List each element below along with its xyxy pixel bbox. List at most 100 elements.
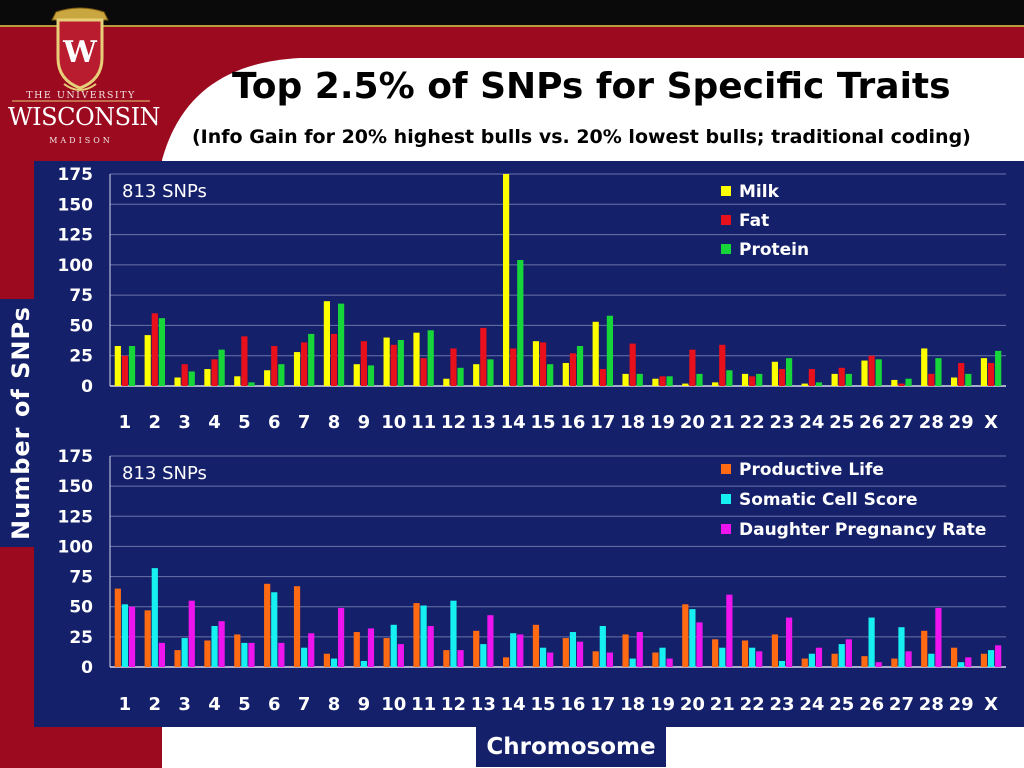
bar	[473, 630, 480, 667]
bar	[778, 660, 786, 667]
top-black-bar	[0, 0, 1024, 26]
bar	[539, 647, 547, 667]
bar	[271, 592, 278, 667]
bar	[413, 603, 420, 667]
y-tick-label: 75	[69, 286, 93, 306]
x-tick-label: 27	[889, 412, 914, 433]
bar	[487, 359, 494, 386]
y-tick-label: 100	[58, 256, 94, 276]
bar	[151, 568, 158, 667]
x-tick-label: 24	[799, 412, 824, 433]
x-tick-label: 5	[238, 694, 251, 715]
x-tick-label: 2	[149, 694, 162, 715]
bar	[264, 370, 271, 386]
bar	[383, 337, 390, 386]
bar	[875, 359, 882, 386]
bar	[689, 609, 696, 667]
bar	[517, 634, 524, 667]
bar	[181, 364, 188, 386]
bar	[891, 658, 898, 667]
x-tick-label: 1	[119, 694, 132, 715]
bar	[450, 600, 457, 667]
bar	[652, 378, 659, 386]
bar	[367, 365, 375, 386]
bar	[121, 355, 129, 386]
bar	[367, 628, 375, 667]
page-subtitle: (Info Gain for 20% highest bulls vs. 20%…	[192, 126, 971, 148]
bar	[771, 634, 778, 667]
y-tick-label: 125	[58, 507, 94, 527]
bar	[749, 376, 756, 386]
bar	[569, 632, 577, 667]
x-tick-label: 17	[590, 694, 615, 715]
snp-count-annotation: 813 SNPs	[122, 463, 207, 484]
bar	[293, 586, 301, 667]
bar	[928, 653, 935, 667]
bar	[845, 373, 852, 386]
y-tick-label: 175	[58, 165, 94, 185]
bar	[144, 610, 151, 667]
bar	[218, 621, 225, 667]
bar	[330, 333, 338, 386]
bar	[928, 373, 935, 386]
bar	[151, 313, 158, 386]
y-axis-title-box	[0, 299, 42, 547]
y-tick-label: 50	[69, 598, 93, 618]
svg-text:W: W	[62, 35, 98, 70]
x-axis-title-box	[476, 727, 666, 767]
bar	[360, 341, 367, 386]
bar	[696, 622, 703, 667]
bar	[532, 341, 540, 386]
bar	[323, 301, 330, 386]
bar	[756, 373, 763, 386]
bar	[666, 658, 673, 667]
x-tick-label: 23	[769, 412, 794, 433]
x-tick-label: 9	[358, 412, 371, 433]
legend-label: Productive Life	[739, 460, 884, 480]
bar	[450, 348, 457, 386]
x-tick-label: 23	[769, 694, 794, 715]
bar	[905, 651, 912, 667]
bar	[547, 652, 554, 667]
x-tick-label: 17	[590, 412, 615, 433]
bar	[868, 617, 875, 667]
bar	[383, 638, 390, 667]
x-tick-label: 8	[328, 412, 341, 433]
x-tick-label: 19	[650, 412, 675, 433]
bar	[712, 382, 719, 386]
bar	[592, 651, 599, 667]
y-tick-label: 0	[81, 377, 93, 397]
x-tick-label: 20	[680, 412, 705, 433]
legend-swatch	[721, 186, 731, 196]
bar	[338, 303, 345, 386]
logo-university-line: THE UNIVERSITY	[26, 90, 136, 101]
bar	[815, 647, 823, 667]
bar	[503, 657, 510, 667]
bar	[234, 376, 241, 386]
bar	[771, 361, 778, 386]
bar	[861, 656, 868, 667]
logo-madison-line: MADISON	[49, 136, 113, 145]
x-tick-label: 4	[208, 412, 221, 433]
x-axis-title: Chromosome	[486, 734, 656, 760]
bar	[756, 651, 763, 667]
bar	[719, 647, 726, 667]
bar	[539, 342, 547, 386]
x-tick-label: 29	[949, 412, 974, 433]
bar	[741, 640, 749, 667]
bar	[786, 617, 793, 667]
y-tick-label: 150	[58, 477, 94, 497]
bar	[606, 315, 613, 386]
bar	[121, 604, 129, 667]
bar	[935, 358, 942, 386]
bar	[808, 653, 815, 667]
x-tick-label: 6	[268, 412, 281, 433]
snp-count-annotation: 813 SNPs	[122, 181, 207, 202]
bar	[749, 647, 756, 667]
x-tick-label: 22	[740, 694, 765, 715]
x-tick-label: 14	[501, 694, 526, 715]
bar	[599, 369, 606, 386]
bar	[576, 641, 584, 667]
